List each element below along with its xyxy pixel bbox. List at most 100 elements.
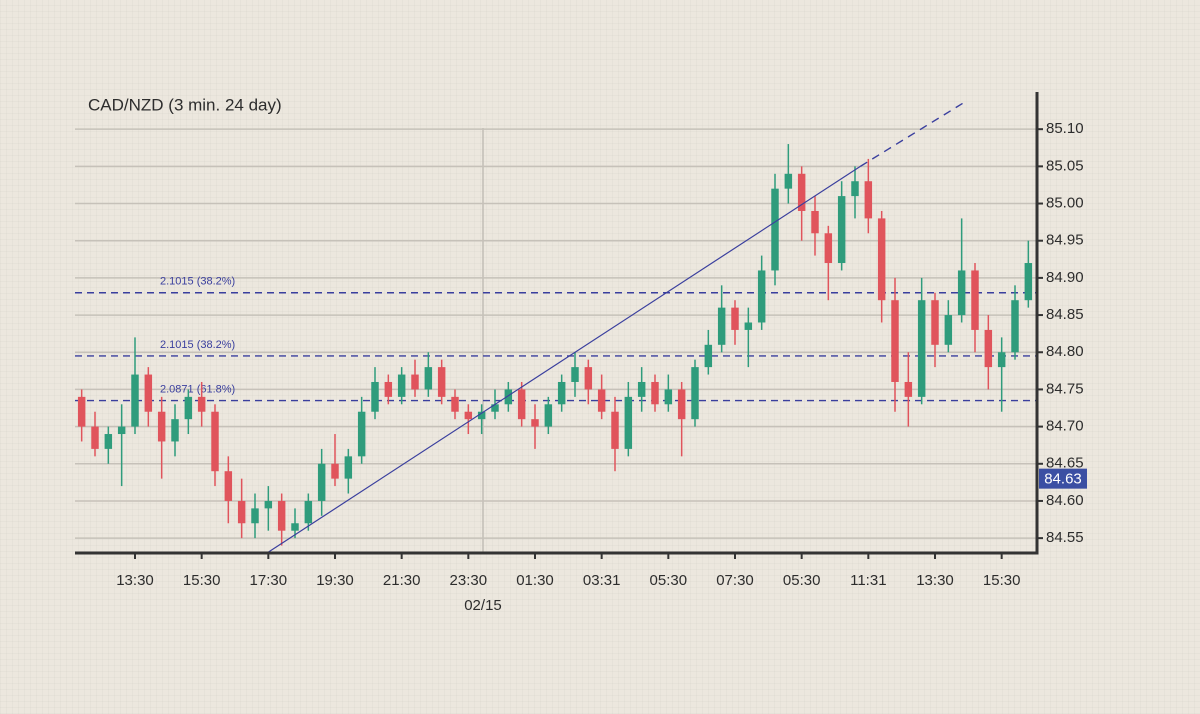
chart-title: CAD/NZD (3 min. 24 day) (88, 95, 282, 114)
candle-body (437, 367, 446, 397)
candle-body (517, 389, 526, 420)
candle-body (251, 508, 259, 524)
candle-body (651, 381, 659, 405)
candle-body (744, 322, 753, 330)
candle-body (957, 270, 966, 316)
candle-body (917, 300, 926, 397)
candle-body (77, 396, 86, 427)
candle-body (277, 500, 286, 531)
candle-body (117, 426, 126, 435)
candle-body (477, 411, 486, 420)
candle-body (891, 300, 899, 382)
candle-body (464, 411, 473, 420)
candle-body (424, 367, 433, 390)
candle-body (837, 196, 846, 264)
y-tick-label: 84.90 (1046, 269, 1084, 286)
candle-body (851, 181, 859, 197)
x-tick-label: 15:30 (183, 572, 221, 589)
candle-body (211, 411, 219, 472)
y-tick-label: 84.95 (1046, 232, 1084, 249)
y-tick-label: 85.10 (1046, 120, 1084, 137)
y-tick-label: 84.75 (1046, 380, 1084, 397)
candle-body (1024, 263, 1033, 301)
candle-body (304, 500, 313, 524)
candle-body (344, 456, 353, 479)
candle-body (997, 352, 1006, 368)
candle-body (291, 523, 299, 531)
candle-body (157, 411, 166, 442)
candle-body (144, 374, 153, 412)
date-label: 02/15 (464, 597, 502, 614)
x-tick-label: 21:30 (383, 572, 421, 589)
y-tick-label: 84.60 (1046, 492, 1084, 509)
candle-body (264, 500, 273, 509)
candle-body (611, 411, 619, 449)
level-label: 2.1015 (38.2%) (160, 339, 235, 351)
candle-body (637, 381, 646, 397)
candle-body (224, 471, 233, 501)
candle-body (411, 374, 419, 390)
candle-body (704, 344, 713, 368)
candle-body (104, 434, 113, 449)
trend-line-extension (859, 102, 964, 167)
x-tick-label: 15:30 (983, 572, 1021, 589)
y-tick-label: 85.05 (1046, 157, 1084, 174)
candle-body (864, 181, 873, 219)
candle-body (557, 381, 566, 405)
x-tick-label: 11:31 (850, 572, 886, 589)
candle-body (331, 463, 339, 479)
candle-body (691, 367, 699, 420)
candle-body (677, 389, 686, 420)
candle-body (797, 173, 806, 211)
y-tick-label: 84.65 (1046, 455, 1084, 472)
y-tick-label: 84.55 (1046, 529, 1084, 546)
candle-body (904, 381, 913, 397)
x-tick-label: 05:30 (650, 572, 688, 589)
candle-body (531, 419, 539, 427)
candle-body (91, 426, 99, 449)
candle-body (544, 404, 553, 427)
x-tick-label: 13:30 (116, 572, 154, 589)
candle-body (357, 411, 366, 457)
x-tick-label: 17:30 (250, 572, 288, 589)
last-price-badge (1039, 468, 1087, 489)
candle-body (664, 389, 673, 405)
candle-body (757, 270, 766, 323)
candle-body (931, 300, 939, 345)
candle-body (237, 500, 246, 524)
candle-body (731, 307, 739, 330)
x-tick-label: 01:30 (516, 572, 554, 589)
candle-body (371, 381, 379, 412)
candle-body (624, 396, 633, 449)
y-tick-label: 84.80 (1046, 343, 1084, 360)
candle-body (384, 381, 393, 397)
candle-body (571, 367, 579, 382)
x-tick-label: 07:30 (716, 572, 754, 589)
candle-body (984, 329, 993, 368)
candle-body (811, 210, 819, 234)
level-label: 2.1015 (38.2%) (160, 276, 235, 288)
candle-body (491, 404, 499, 412)
candle-body (971, 270, 979, 330)
candle-body (717, 307, 726, 345)
candle-body (197, 396, 206, 412)
level-label: 2.0871 (61.8%) (160, 383, 235, 395)
candle-body (877, 218, 886, 301)
candle-body (784, 173, 793, 189)
last-price-label: 84.63 (1044, 471, 1082, 488)
candle-body (597, 389, 606, 412)
x-tick-label: 13:30 (916, 572, 954, 589)
candle-body (131, 374, 139, 427)
x-tick-label: 03:31 (583, 572, 621, 589)
trend-line (266, 165, 861, 554)
candle-body (771, 188, 779, 271)
x-tick-label: 05:30 (783, 572, 821, 589)
x-tick-label: 19:30 (316, 572, 354, 589)
candle-body (184, 396, 193, 420)
candle-body (824, 233, 833, 264)
candle-body (171, 419, 179, 442)
candle-body (504, 389, 513, 405)
y-tick-label: 84.85 (1046, 306, 1084, 323)
